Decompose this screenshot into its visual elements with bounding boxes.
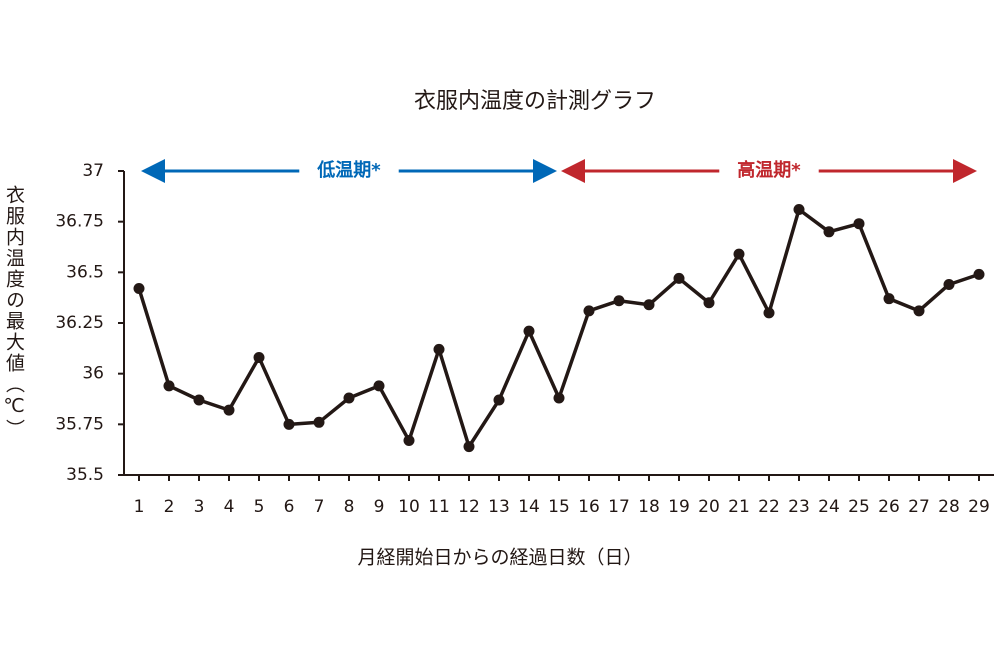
data-point — [943, 278, 955, 290]
data-point — [703, 297, 715, 309]
x-tick-label: 9 — [374, 497, 385, 517]
x-tick-label: 17 — [608, 497, 630, 517]
x-tick-label: 12 — [458, 497, 480, 517]
data-point — [253, 351, 265, 363]
data-point — [223, 404, 235, 416]
x-tick-label: 28 — [938, 497, 960, 517]
x-tick-label: 5 — [254, 497, 265, 517]
x-tick-label: 15 — [548, 497, 570, 517]
data-point — [883, 293, 895, 305]
data-point — [553, 392, 565, 404]
data-point — [463, 441, 475, 453]
y-tick-label: 36.5 — [66, 262, 104, 282]
y-tick-label: 35.75 — [55, 414, 104, 434]
x-tick-label: 3 — [194, 497, 205, 517]
y-tick-label: 36 — [82, 364, 104, 384]
data-point — [823, 226, 835, 238]
data-point — [583, 305, 595, 317]
y-tick-label: 35.5 — [66, 465, 104, 485]
x-tick-label: 13 — [488, 497, 510, 517]
data-line — [137, 207, 980, 449]
data-point — [763, 307, 775, 319]
y-tick-label: 36.25 — [55, 313, 104, 333]
y-tick-label: 36.75 — [55, 212, 104, 232]
data-point — [643, 299, 655, 311]
data-point — [163, 380, 175, 392]
data-point — [913, 305, 925, 317]
x-tick-label: 4 — [224, 497, 235, 517]
data-point — [973, 268, 985, 280]
y-axis-label: 衣服内温度の最大値（℃） — [3, 185, 25, 440]
data-point — [133, 283, 145, 295]
x-tick-label: 14 — [518, 497, 540, 517]
data-point — [283, 418, 295, 430]
x-tick-label: 6 — [284, 497, 295, 517]
annotation-label: 低温期* — [316, 159, 381, 181]
x-tick-label: 16 — [578, 497, 600, 517]
x-tick-label: 8 — [344, 497, 355, 517]
x-tick-label: 26 — [878, 497, 900, 517]
x-tick-label: 20 — [698, 497, 720, 517]
x-tick-label: 23 — [788, 497, 810, 517]
x-tick-label: 1 — [134, 497, 145, 517]
data-point — [343, 392, 355, 404]
data-point — [313, 416, 325, 428]
data-point — [193, 394, 205, 406]
x-tick-label: 27 — [908, 497, 930, 517]
x-tick-label: 29 — [968, 497, 990, 517]
x-tick-label: 21 — [728, 497, 750, 517]
data-point — [433, 343, 445, 355]
data-point — [613, 295, 625, 307]
data-point — [733, 248, 745, 260]
data-point — [493, 394, 505, 406]
data-point — [673, 272, 685, 284]
data-point — [523, 325, 535, 337]
data-point — [403, 435, 415, 447]
y-tick-label: 37 — [82, 161, 104, 181]
x-tick-label: 7 — [314, 497, 325, 517]
x-tick-label: 19 — [668, 497, 690, 517]
x-tick-label: 25 — [848, 497, 870, 517]
x-tick-label: 10 — [398, 497, 420, 517]
x-axis-label: 月経開始日からの経過日数（日） — [357, 547, 642, 569]
x-tick-label: 11 — [428, 497, 450, 517]
x-tick-label: 24 — [818, 497, 840, 517]
data-point — [793, 204, 805, 216]
data-point — [853, 218, 865, 230]
x-tick-label: 2 — [164, 497, 175, 517]
x-tick-label: 18 — [638, 497, 660, 517]
data-point — [373, 380, 385, 392]
chart-title: 衣服内温度の計測グラフ — [414, 89, 656, 114]
annotation-label: 高温期* — [737, 159, 801, 181]
x-tick-label: 22 — [758, 497, 780, 517]
